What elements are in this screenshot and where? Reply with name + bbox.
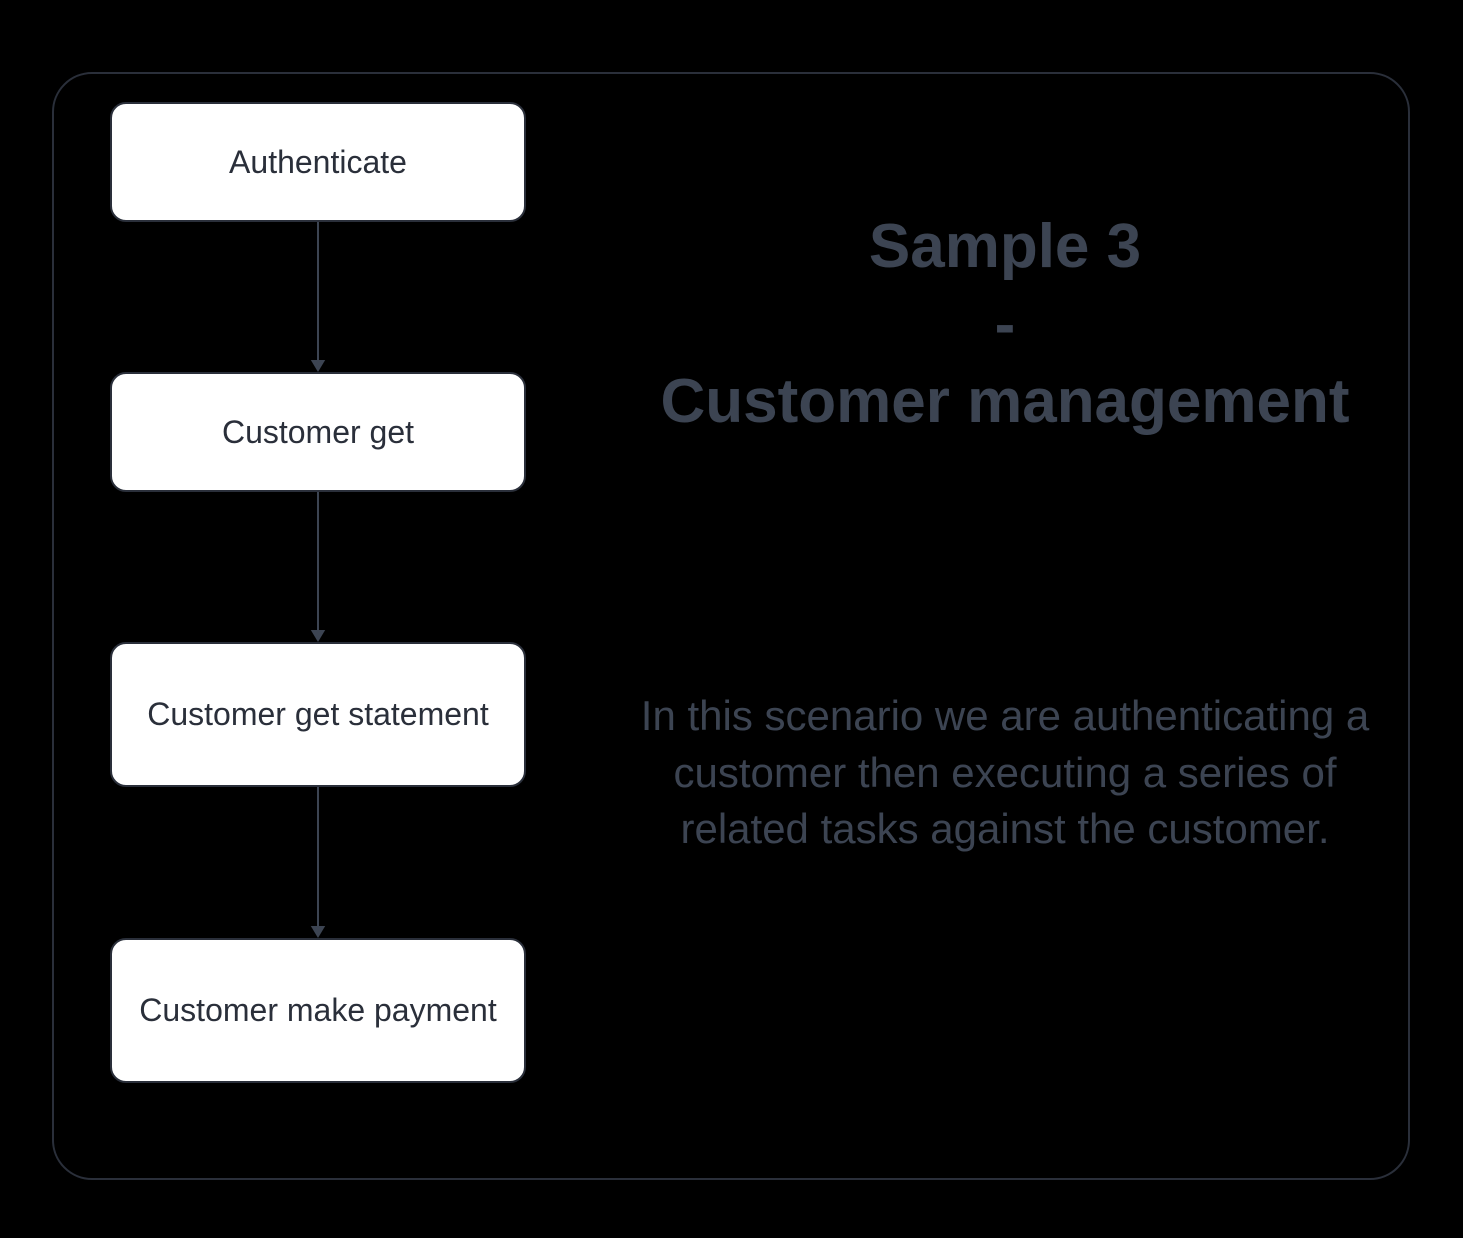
title-line-1: Sample 3 [640,208,1370,286]
diagram-description: In this scenario we are authenticating a… [640,688,1370,858]
flow-edge-customer-get-statement-to-customer-make-payment [0,0,1463,1238]
title-line-2: - [640,286,1370,364]
title-line-3: Customer management [640,363,1370,441]
diagram-title: Sample 3-Customer management [640,208,1370,441]
